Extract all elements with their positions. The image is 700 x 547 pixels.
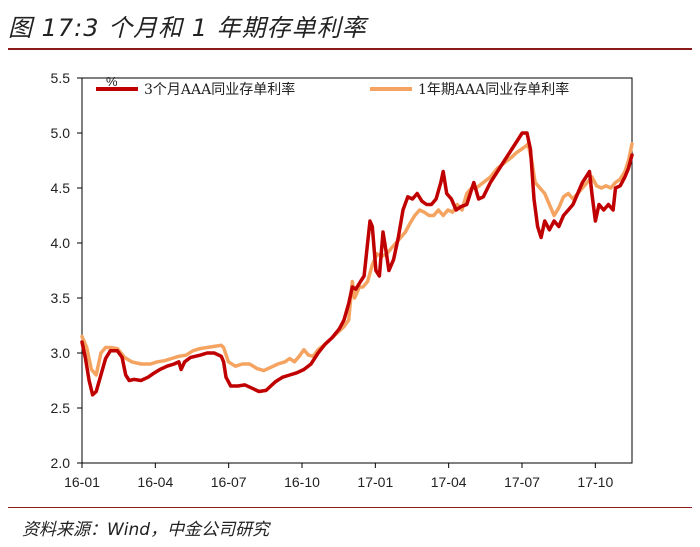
y-tick-label: 5.5 [51, 70, 71, 86]
source-note: 资料来源：Wind，中金公司研究 [22, 520, 270, 540]
y-tick-label: 4.0 [51, 235, 71, 251]
x-tick-label: 17-07 [504, 474, 540, 490]
plot-area-frame [81, 77, 633, 464]
y-tick-label: 2.5 [51, 400, 71, 416]
x-tick-label: 17-04 [431, 474, 467, 490]
series-line-1 [80, 131, 634, 397]
x-tick-label: 16-04 [137, 474, 173, 490]
x-tick-label: 17-10 [577, 474, 613, 490]
legend-label-2: 1年期AAA同业存单利率 [418, 81, 569, 98]
y-tick-label: 4.5 [51, 180, 71, 196]
x-tick-label: 17-01 [357, 474, 393, 490]
source-divider [8, 507, 692, 508]
x-tick-label: 16-07 [211, 474, 247, 490]
title-divider [8, 48, 692, 50]
figure-title: 图 17:3 个月和 1 年期存单利率 [8, 14, 367, 42]
y-tick-label: 3.5 [51, 290, 71, 306]
x-tick-label: 16-01 [64, 474, 100, 490]
legend-label-1: 3个月AAA同业存单利率 [144, 81, 295, 98]
y-tick-label: 2.0 [51, 455, 71, 471]
y-tick-label: 5.0 [51, 125, 71, 141]
y-tick-label: 3.0 [51, 345, 71, 361]
series-line-2 [80, 142, 634, 377]
x-tick-label: 16-10 [284, 474, 320, 490]
y-unit-label: % [106, 74, 118, 89]
